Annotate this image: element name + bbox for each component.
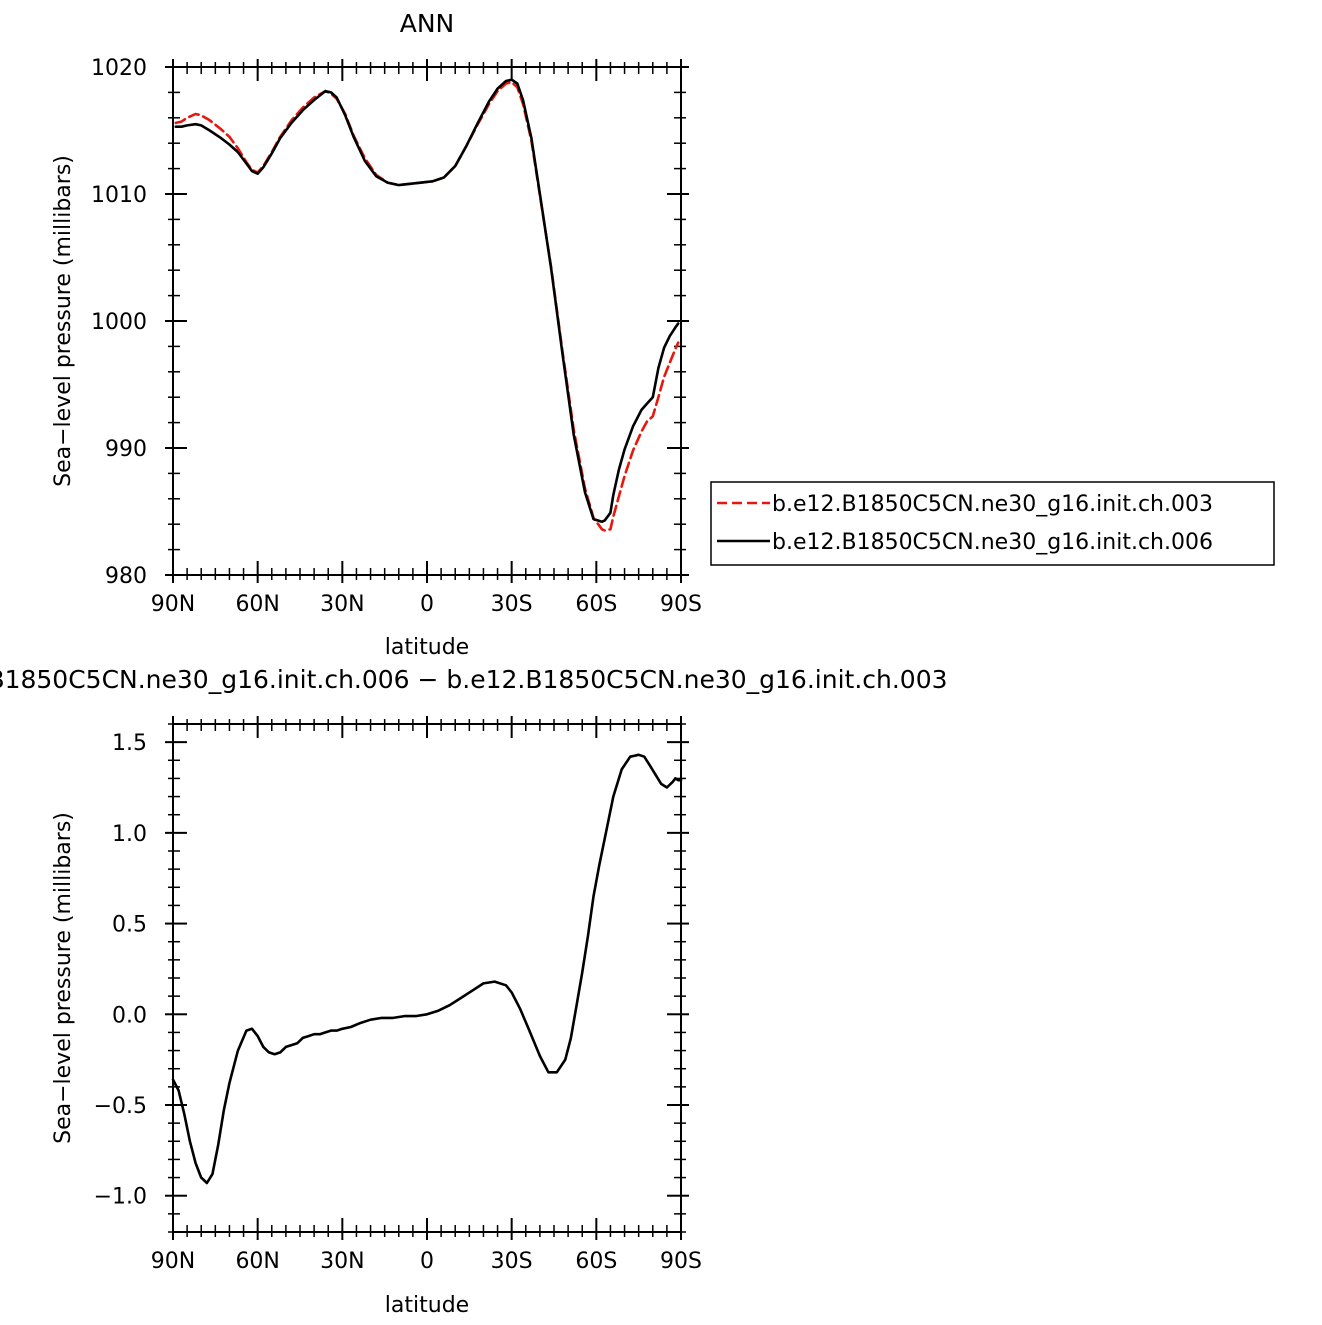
y-axis-label: Sea−level pressure (millibars) — [51, 812, 76, 1144]
chart-title: b.e12.B1850C5CN.ne30_g16.init.ch.006 − b… — [0, 665, 948, 694]
y-tick-label: 1000 — [91, 310, 147, 335]
legend: b.e12.B1850C5CN.ne30_g16.init.ch.003 b.e… — [710, 481, 1275, 566]
y-axis-label: Sea−level pressure (millibars) — [51, 155, 76, 487]
legend-box — [710, 481, 1275, 566]
x-tick-label: 30S — [491, 1249, 533, 1274]
chart-panel-top: ANN 90N 60N 30N 0 30S 60S 90S 980 990 1000 1010 10… — [51, 9, 1275, 660]
y-tick-label: 0.0 — [112, 1003, 147, 1028]
x-tick-label: 0 — [420, 592, 434, 617]
y-tick-label: −1.0 — [94, 1185, 147, 1210]
x-tick-label: 60S — [575, 592, 617, 617]
y-axis-ticks: 980 990 1000 1010 1020 — [91, 56, 689, 589]
x-tick-label: 60N — [235, 1249, 279, 1274]
x-tick-label: 90S — [660, 1249, 702, 1274]
y-tick-label: 1.5 — [112, 731, 147, 756]
x-axis-ticks: 90N 60N 30N 0 30S 60S 90S — [151, 59, 702, 617]
legend-label-006: b.e12.B1850C5CN.ne30_g16.init.ch.006 — [772, 530, 1213, 555]
x-tick-label: 90N — [151, 1249, 195, 1274]
chart-title: ANN — [400, 9, 455, 38]
y-tick-label: 980 — [105, 564, 147, 589]
legend-label-003: b.e12.B1850C5CN.ne30_g16.init.ch.003 — [772, 492, 1213, 517]
x-tick-label: 90N — [151, 592, 195, 617]
y-tick-label: 0.5 — [112, 913, 147, 938]
x-tick-label: 60S — [575, 1249, 617, 1274]
series-line-0 — [171, 753, 683, 1185]
y-tick-label: −0.5 — [94, 1094, 147, 1119]
x-tick-label: 30N — [320, 592, 364, 617]
x-tick-label: 90S — [660, 592, 702, 617]
plot-frame — [172, 723, 682, 1233]
series-line-1 — [174, 78, 680, 524]
series-lines — [171, 753, 683, 1185]
x-tick-label: 30N — [320, 1249, 364, 1274]
x-tick-label: 30S — [491, 592, 533, 617]
chart-panel-bottom: b.e12.B1850C5CN.ne30_g16.init.ch.006 − b… — [0, 665, 948, 1318]
y-tick-label: 1010 — [91, 183, 147, 208]
series-lines — [174, 78, 680, 532]
x-tick-label: 60N — [235, 592, 279, 617]
x-axis-label: latitude — [385, 635, 469, 660]
x-tick-label: 0 — [420, 1249, 434, 1274]
plot-frame — [172, 66, 682, 576]
y-tick-label: 1.0 — [112, 822, 147, 847]
y-axis-ticks: −1.0 −0.5 0.0 0.5 1.0 1.5 — [94, 723, 689, 1233]
y-tick-label: 1020 — [91, 56, 147, 81]
x-axis-ticks: 90N 60N 30N 0 30S 60S 90S — [151, 716, 702, 1274]
x-axis-label: latitude — [385, 1293, 469, 1318]
y-tick-label: 990 — [105, 437, 147, 462]
series-line-0 — [174, 80, 680, 532]
